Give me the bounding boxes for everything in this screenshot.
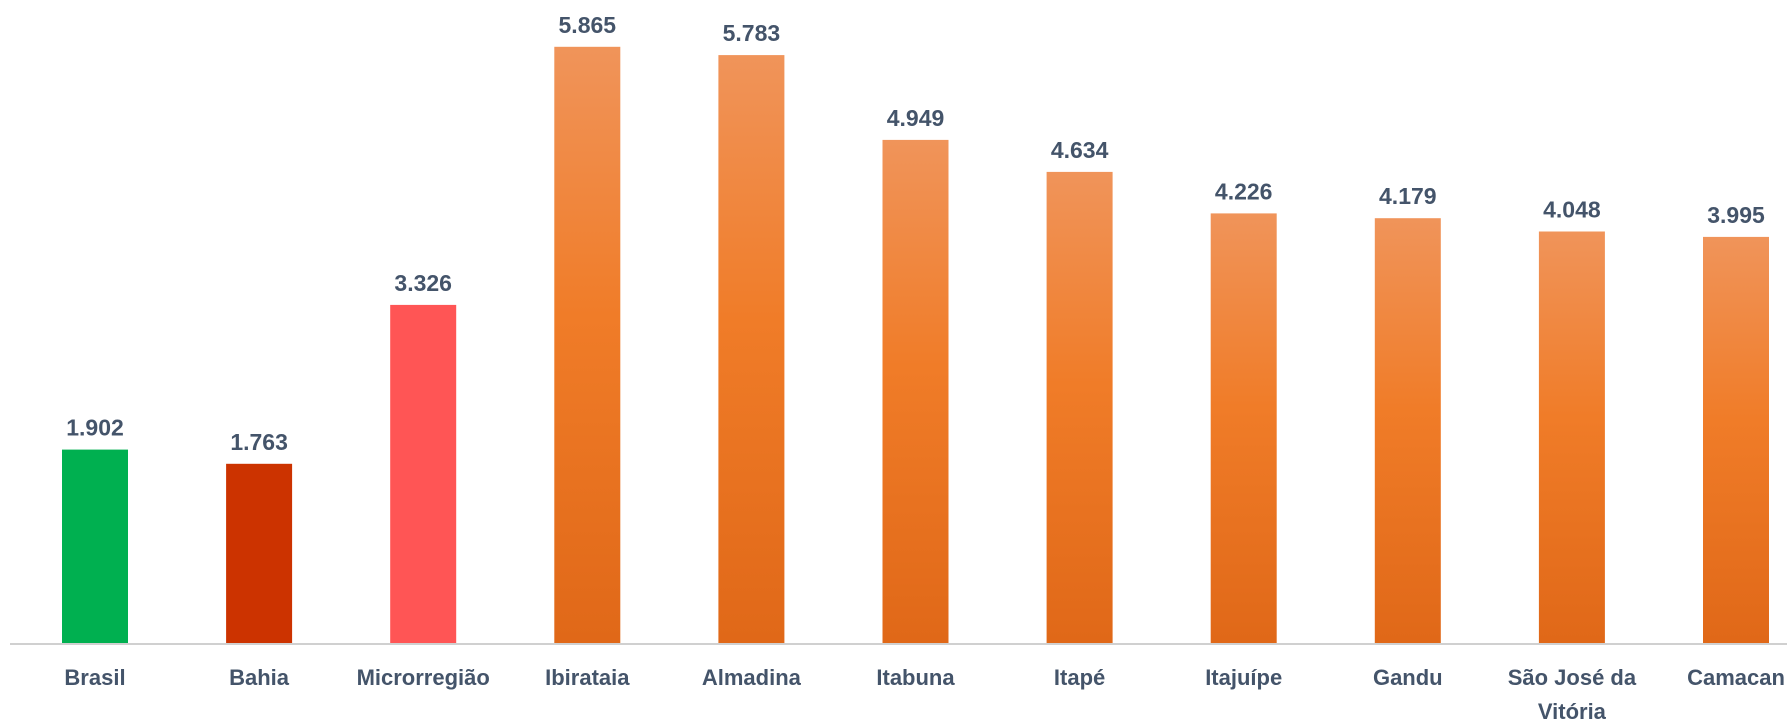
data-label-brasil: 1.902 <box>66 415 124 441</box>
x-tick-labels-group: Brasil Bahia Microrregião Ibirataia Almadina… <box>64 665 1785 724</box>
x-tick-label-sao-jose-da-vitoria-line-2: Vitória <box>1538 699 1607 721</box>
x-tick-label-itajuipe: Itajuípe <box>1205 665 1282 690</box>
bar-microrregiao <box>390 304 457 643</box>
x-tick-label-sao-jose-da-vitoria-line-1: São José da <box>1508 665 1637 690</box>
data-label-itabuna: 4.949 <box>887 105 945 131</box>
bar-gandu <box>1374 218 1441 643</box>
bars-group <box>62 46 1769 644</box>
data-label-microrregiao: 3.326 <box>394 270 452 296</box>
x-tick-label-bahia: Bahia <box>229 665 290 690</box>
bar-camacan <box>1703 236 1769 643</box>
x-tick-label-itabuna: Itabuna <box>876 665 955 690</box>
x-tick-label-brasil: Brasil <box>64 665 125 690</box>
bar-ibirataia <box>554 46 621 644</box>
bar-sao-jose-da-vitoria <box>1538 231 1605 643</box>
x-tick-label-microrregiao: Microrregião <box>357 665 490 690</box>
bar-itape <box>1046 171 1113 643</box>
x-tick-label-camacan: Camacan <box>1687 665 1785 690</box>
x-tick-label-itape: Itapé <box>1054 665 1105 690</box>
data-label-ibirataia: 5.865 <box>559 12 617 38</box>
data-label-itajuipe: 4.226 <box>1215 178 1273 204</box>
data-label-almadina: 5.783 <box>723 20 781 46</box>
data-label-sao-jose-da-vitoria: 4.048 <box>1543 197 1601 223</box>
data-label-itape: 4.634 <box>1051 137 1109 163</box>
bar-bahia <box>226 463 293 643</box>
x-tick-label-gandu: Gandu <box>1373 665 1443 690</box>
bar-itabuna <box>882 139 949 643</box>
x-tick-label-almadina: Almadina <box>702 665 802 690</box>
data-label-gandu: 4.179 <box>1379 183 1437 209</box>
bar-almadina <box>718 55 785 644</box>
data-label-camacan: 3.995 <box>1707 202 1765 228</box>
data-labels-group: 1.902 1.763 3.326 5.865 5.783 4.949 4.634 4.226… <box>66 12 1765 455</box>
data-label-bahia: 1.763 <box>230 429 288 455</box>
bar-itajuipe <box>1210 213 1277 643</box>
bar-brasil <box>62 449 128 643</box>
x-tick-label-ibirataia: Ibirataia <box>545 665 630 690</box>
